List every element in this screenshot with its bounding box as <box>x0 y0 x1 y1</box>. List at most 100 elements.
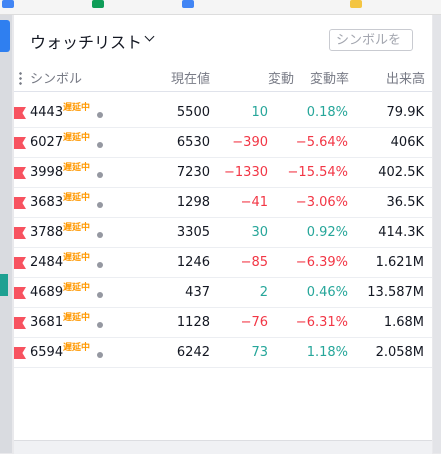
price: 6242 <box>176 345 210 360</box>
status-dot <box>97 202 103 208</box>
header-divider <box>14 91 432 92</box>
flag-icon[interactable] <box>14 107 26 119</box>
column-menu[interactable] <box>19 71 22 85</box>
bookmark-icon[interactable] <box>182 0 194 8</box>
change-pct: 0.18% <box>306 105 348 120</box>
flag-icon[interactable] <box>14 227 26 239</box>
flag-icon[interactable] <box>14 137 26 149</box>
bookmark-icon[interactable] <box>2 0 14 8</box>
change-pct: −6.39% <box>295 255 348 270</box>
watchlist-title[interactable]: ウォッチリスト <box>30 33 143 52</box>
status-dot <box>97 232 103 238</box>
status-dot <box>97 262 103 268</box>
price: 437 <box>185 285 210 300</box>
volume: 79.9K <box>386 105 424 120</box>
change-pct: 1.18% <box>306 345 348 360</box>
symbol: 3998 <box>30 165 64 180</box>
watchlist-panel <box>14 15 432 440</box>
change-pct: −3.06% <box>295 195 348 210</box>
symbol-search[interactable]: シンボルを <box>329 29 413 51</box>
volume: 2.058M <box>375 345 424 360</box>
change: −41 <box>240 195 268 210</box>
change: −1330 <box>224 165 268 180</box>
price: 3305 <box>176 225 210 240</box>
price: 1246 <box>176 255 210 270</box>
volume: 13.587M <box>367 285 424 300</box>
delay-badge: 遅延中 <box>63 283 91 293</box>
symbol: 6027 <box>30 135 64 150</box>
change: 30 <box>251 225 268 240</box>
delay-badge: 遅延中 <box>63 103 91 113</box>
flag-icon[interactable] <box>14 347 26 359</box>
status-dot <box>97 322 103 328</box>
symbol: 3788 <box>30 225 64 240</box>
change-pct: −6.31% <box>295 315 348 330</box>
scrollbar[interactable] <box>433 15 441 453</box>
sidebar <box>0 15 12 453</box>
volume: 1.621M <box>375 255 424 270</box>
sidebar-tab[interactable] <box>0 20 10 52</box>
symbol: 4443 <box>30 105 64 120</box>
symbol: 2484 <box>30 255 64 270</box>
column-header[interactable]: シンボル <box>30 72 83 87</box>
price: 7230 <box>176 165 210 180</box>
delay-badge: 遅延中 <box>63 313 91 323</box>
column-header[interactable]: 変動 <box>267 72 294 87</box>
column-header[interactable]: 出来高 <box>385 72 425 87</box>
status-dot <box>97 292 103 298</box>
change: 73 <box>251 345 268 360</box>
watchlist-row[interactable]: 4689 遅延中 437 2 0.46% 13.587M <box>14 278 432 308</box>
price: 6530 <box>176 135 210 150</box>
flag-icon[interactable] <box>14 317 26 329</box>
delay-badge: 遅延中 <box>63 133 91 143</box>
bookmark-folder[interactable] <box>350 0 362 8</box>
volume: 406K <box>390 135 424 150</box>
price: 5500 <box>176 105 210 120</box>
volume: 414.3K <box>378 225 424 240</box>
bookmark-bar <box>0 0 441 15</box>
change: 2 <box>259 285 268 300</box>
change: −76 <box>240 315 268 330</box>
watchlist-row[interactable]: 3998 遅延中 7230 −1330 −15.54% 402.5K <box>14 158 432 188</box>
flag-icon[interactable] <box>14 287 26 299</box>
delay-badge: 遅延中 <box>63 163 91 173</box>
volume: 1.68M <box>383 315 424 330</box>
sidebar-marker <box>0 274 8 296</box>
status-dot <box>97 112 103 118</box>
column-header[interactable]: 変動率 <box>309 72 349 87</box>
delay-badge: 遅延中 <box>63 253 91 263</box>
price: 1298 <box>176 195 210 210</box>
watchlist-row[interactable]: 3788 遅延中 3305 30 0.92% 414.3K <box>14 218 432 248</box>
symbol: 3681 <box>30 315 64 330</box>
volume: 36.5K <box>386 195 424 210</box>
panel-footer <box>14 440 432 454</box>
price: 1128 <box>176 315 210 330</box>
bookmark-icon[interactable] <box>92 0 104 8</box>
watchlist-row[interactable]: 4443 遅延中 5500 10 0.18% 79.9K <box>14 98 432 128</box>
volume: 402.5K <box>378 165 424 180</box>
symbol: 6594 <box>30 345 64 360</box>
change-pct: −5.64% <box>295 135 348 150</box>
delay-badge: 遅延中 <box>63 223 91 233</box>
flag-icon[interactable] <box>14 197 26 209</box>
watchlist-row[interactable]: 6027 遅延中 6530 −390 −5.64% 406K <box>14 128 432 158</box>
status-dot <box>97 172 103 178</box>
delay-badge: 遅延中 <box>63 343 91 353</box>
watchlist-row[interactable]: 6594 遅延中 6242 73 1.18% 2.058M <box>14 338 432 368</box>
status-dot <box>97 142 103 148</box>
delay-badge: 遅延中 <box>63 193 91 203</box>
watchlist-row[interactable]: 3683 遅延中 1298 −41 −3.06% 36.5K <box>14 188 432 218</box>
change: 10 <box>251 105 268 120</box>
symbol: 3683 <box>30 195 64 210</box>
flag-icon[interactable] <box>14 167 26 179</box>
change-pct: 0.92% <box>306 225 348 240</box>
column-header[interactable]: 現在値 <box>170 72 210 87</box>
change-pct: −15.54% <box>287 165 348 180</box>
change: −390 <box>232 135 268 150</box>
flag-icon[interactable] <box>14 257 26 269</box>
symbol: 4689 <box>30 285 64 300</box>
watchlist-row[interactable]: 2484 遅延中 1246 −85 −6.39% 1.621M <box>14 248 432 278</box>
watchlist-row[interactable]: 3681 遅延中 1128 −76 −6.31% 1.68M <box>14 308 432 338</box>
change-pct: 0.46% <box>306 285 348 300</box>
